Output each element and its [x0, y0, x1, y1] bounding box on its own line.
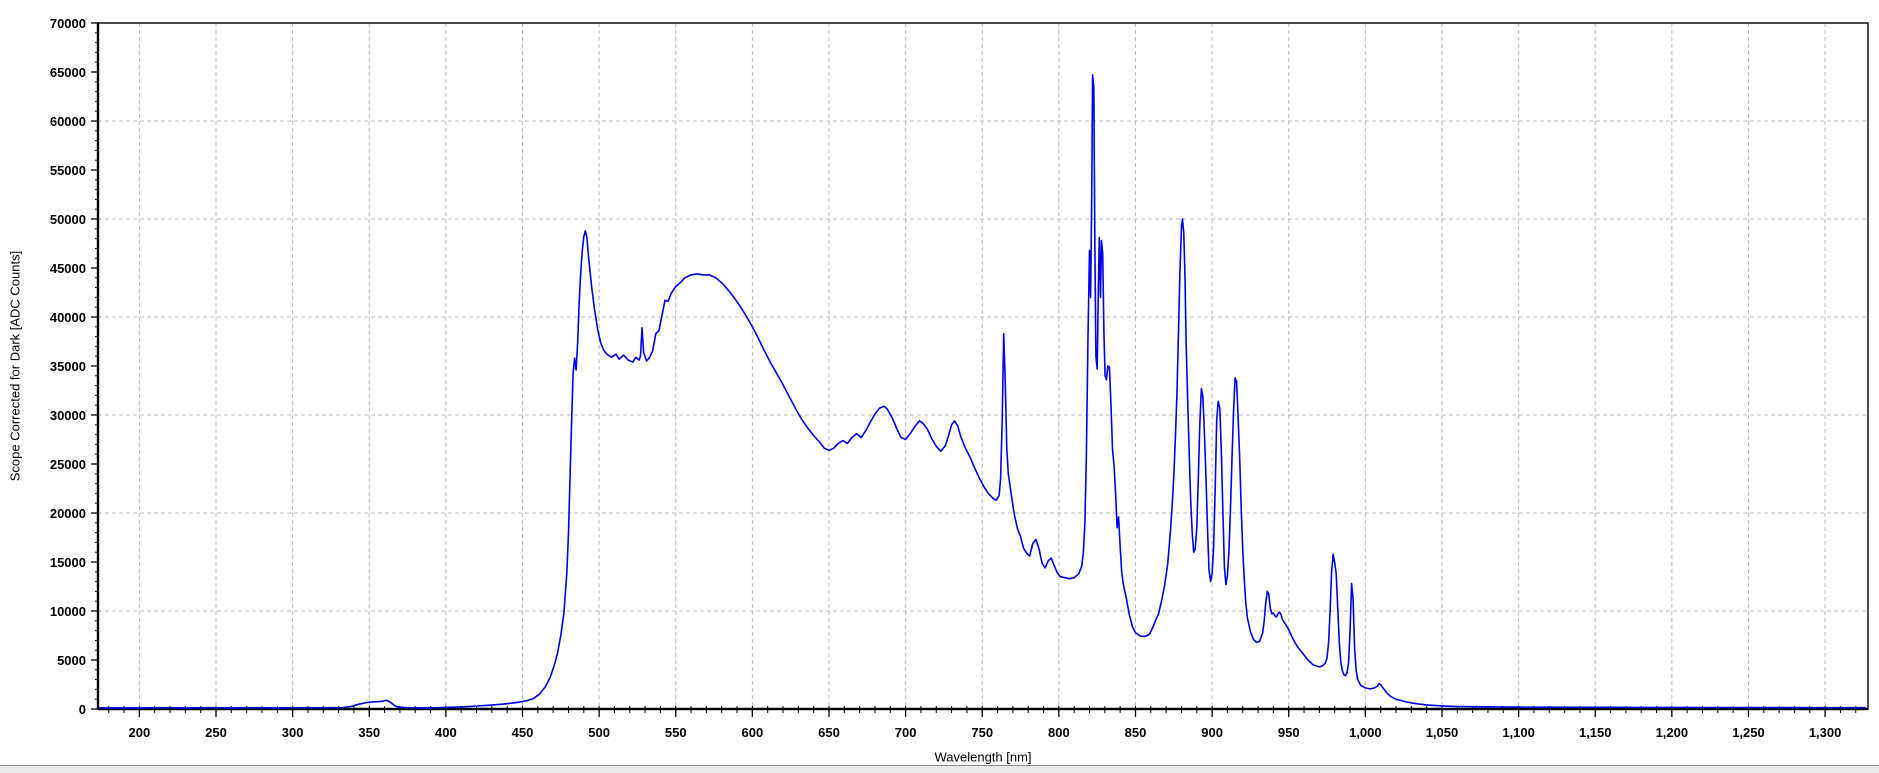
- plot-border: [97, 22, 1869, 710]
- y-tick-label: 60000: [50, 114, 86, 129]
- x-tick-label: 1,300: [1809, 725, 1842, 740]
- y-tick-label: 70000: [50, 16, 86, 31]
- x-tick-label: 450: [512, 725, 534, 740]
- y-tick-label: 0: [79, 702, 86, 717]
- x-tick-label: 800: [1048, 725, 1070, 740]
- x-tick-label: 1,050: [1426, 725, 1459, 740]
- x-tick-label: 750: [971, 725, 993, 740]
- x-axis-title: Wavelength [nm]: [934, 749, 1032, 765]
- x-tick-label: 400: [435, 725, 457, 740]
- y-tick-label: 30000: [50, 408, 86, 423]
- y-tick-label: 5000: [57, 653, 86, 668]
- y-axis-title: Scope Corrected for Dark [ADC Counts]: [7, 250, 23, 482]
- x-tick-label: 1,150: [1579, 725, 1612, 740]
- x-tick-label: 200: [129, 725, 151, 740]
- x-tick-label: 700: [895, 725, 917, 740]
- y-tick-label: 35000: [50, 359, 86, 374]
- x-tick-label: 1,250: [1732, 725, 1765, 740]
- x-tick-label: 500: [588, 725, 610, 740]
- spectrum-trace: [98, 74, 1866, 709]
- y-tick-label: 65000: [50, 65, 86, 80]
- y-tick-label: 25000: [50, 457, 86, 472]
- y-tick-label: 15000: [50, 555, 86, 570]
- y-tick-label: 50000: [50, 212, 86, 227]
- y-tick-label: 10000: [50, 604, 86, 619]
- x-tick-label: 300: [282, 725, 304, 740]
- x-tick-label: 850: [1125, 725, 1147, 740]
- x-tick-label: 550: [665, 725, 687, 740]
- x-tick-label: 900: [1201, 725, 1223, 740]
- y-tick-label: 40000: [50, 310, 86, 325]
- x-tick-label: 1,100: [1502, 725, 1535, 740]
- x-tick-label: 350: [358, 725, 380, 740]
- x-tick-label: 1,200: [1656, 725, 1689, 740]
- x-tick-label: 600: [742, 725, 764, 740]
- bottom-panel-strip: [0, 765, 1879, 773]
- x-tick-label: 250: [205, 725, 227, 740]
- x-tick-label: 650: [818, 725, 840, 740]
- x-tick-label: 950: [1278, 725, 1300, 740]
- x-tick-label: 1,000: [1349, 725, 1382, 740]
- y-tick-label: 20000: [50, 506, 86, 521]
- y-tick-label: 55000: [50, 163, 86, 178]
- y-tick-label: 45000: [50, 261, 86, 276]
